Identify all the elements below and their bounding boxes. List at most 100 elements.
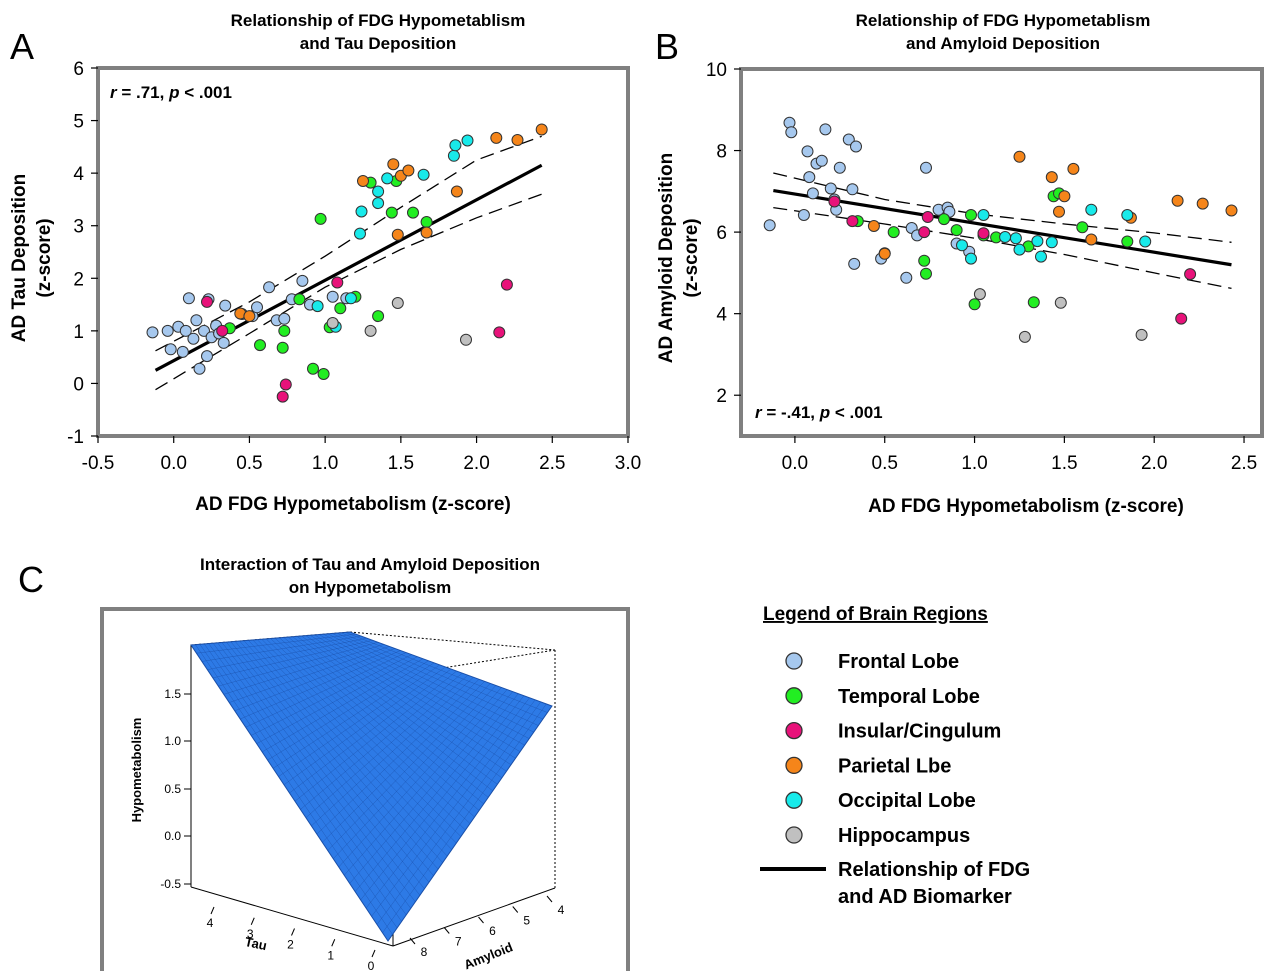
chart-b-point-parietal bbox=[1196, 197, 1209, 210]
chart-b-point-parietal bbox=[1058, 190, 1071, 203]
chart-b-point-parietal bbox=[1045, 171, 1058, 184]
chart-a-point-insular bbox=[201, 295, 213, 308]
chart-a-point-parietal bbox=[357, 175, 369, 187]
chart-a-point-temporal bbox=[334, 302, 347, 315]
chart-a-point-frontal bbox=[193, 362, 206, 375]
chart-a-point-frontal bbox=[219, 299, 232, 312]
chart-a-point-parietal bbox=[387, 158, 400, 171]
chart-b-point-temporal bbox=[887, 226, 900, 239]
chart-a-point-temporal bbox=[317, 368, 330, 380]
chart-b-point-frontal bbox=[819, 123, 832, 136]
chart-b-point-temporal bbox=[1121, 235, 1134, 248]
chart-c-mesh-line bbox=[341, 632, 543, 720]
chart-b-point-frontal bbox=[848, 257, 861, 270]
chart-a-point-temporal bbox=[293, 293, 306, 306]
chart-b-point-frontal bbox=[801, 145, 814, 158]
chart-b-point-frontal bbox=[785, 126, 798, 139]
chart-b-point-temporal bbox=[938, 213, 950, 226]
chart-c-tau-tick-mark bbox=[371, 949, 376, 958]
chart-c-tau-tick-mark bbox=[331, 939, 336, 947]
chart-a-point-parietal bbox=[391, 228, 404, 241]
chart-b-ytick-label: 2 bbox=[716, 386, 727, 407]
chart-c-mesh-line bbox=[360, 695, 525, 901]
chart-c-zlabel: Hypometabolism bbox=[129, 718, 144, 823]
chart-b-point-temporal bbox=[1027, 296, 1040, 309]
legend-swatch-insular bbox=[785, 721, 803, 740]
chart-b-ci-lower bbox=[773, 206, 1232, 290]
chart-b-point-parietal bbox=[1013, 150, 1026, 163]
chart-a-point-temporal bbox=[385, 206, 398, 219]
chart-c-ztick-label: -0.5 bbox=[160, 877, 181, 891]
chart-a-ytick-label: 4 bbox=[73, 164, 84, 185]
chart-c-tau-label: Tau bbox=[244, 934, 269, 953]
chart-a-point-frontal bbox=[146, 326, 159, 339]
chart-a-point-parietal bbox=[450, 185, 463, 198]
chart-c-amyloid-tick-mark bbox=[512, 906, 519, 913]
chart-b-point-parietal bbox=[1225, 204, 1238, 217]
chart-b-point-frontal bbox=[763, 219, 776, 232]
chart-a-point-temporal bbox=[372, 310, 385, 323]
chart-c-amyloid-tick-mark bbox=[478, 916, 484, 924]
chart-a-xtick-label: 2.5 bbox=[539, 453, 565, 474]
chart-b-ylabel-line1: AD Amyloid Deposition bbox=[656, 153, 677, 363]
chart-c-surface-fill bbox=[190, 631, 553, 942]
chart-c-amyloid-tick-label: 7 bbox=[455, 935, 462, 949]
chart-a-point-parietal bbox=[243, 310, 256, 323]
chart-a-point-occipital bbox=[311, 300, 324, 313]
chart-c-amyloid-tick-label: 5 bbox=[523, 914, 530, 928]
chart-b: 0.0 0.5 1.0 1.5 2.0 2.5 2 4 6 8 10 bbox=[706, 60, 1264, 474]
chart-c-surface: 1.5 1.0 0.5 0.0 -0.5 Hypometabolism 4 3 2 1 0 Tau 8 7… bbox=[100, 607, 630, 971]
chart-c-box-edge bbox=[392, 887, 556, 947]
chart-a-point-frontal bbox=[187, 332, 200, 345]
chart-a-point-insular bbox=[331, 276, 344, 289]
chart-c-mesh-line bbox=[382, 703, 547, 933]
chart-b-point-hippocampus bbox=[1054, 296, 1067, 309]
chart-a-xtick-label: 0.0 bbox=[161, 453, 187, 474]
chart-a-point-hippocampus bbox=[460, 333, 472, 346]
chart-b-xtick-label: 2.5 bbox=[1231, 453, 1257, 474]
chart-b-point-occipital bbox=[1139, 235, 1152, 248]
chart-c-tau-tick-label: 4 bbox=[207, 916, 214, 930]
chart-a-point-occipital bbox=[372, 185, 385, 198]
chart-a-ylabel-line1: AD Tau Deposition bbox=[9, 174, 30, 343]
chart-a-point-hippocampus bbox=[326, 317, 339, 329]
chart-b-point-parietal bbox=[1053, 205, 1065, 218]
chart-b-point-insular bbox=[918, 226, 931, 239]
chart-b-point-temporal bbox=[1076, 221, 1089, 234]
chart-b-point-frontal bbox=[803, 171, 816, 184]
chart-c-tau-tick-label: 2 bbox=[287, 938, 294, 952]
chart-a-point-temporal bbox=[307, 362, 319, 375]
chart-b-ylabel-line2: (z-score) bbox=[681, 218, 702, 297]
chart-b-stat-text: = -.41, bbox=[762, 403, 820, 422]
chart-a: -0.5 0.0 0.5 1.0 1.5 2.0 2.5 3.0 -1 0 1 2 3 4 5 6 bbox=[67, 59, 641, 474]
chart-a-xtick-label: 0.5 bbox=[236, 453, 262, 474]
chart-a-point-frontal bbox=[326, 290, 339, 303]
legend-label-parietal: Parietal Lbe bbox=[838, 755, 951, 777]
chart-b-point-frontal bbox=[842, 133, 855, 146]
chart-a-point-frontal bbox=[164, 343, 177, 356]
chart-b-point-insular bbox=[1175, 312, 1188, 325]
chart-c-amyloid-tick-label: 6 bbox=[489, 924, 496, 938]
legend-line-label-2: and AD Biomarker bbox=[838, 886, 1012, 908]
chart-b-point-occipital bbox=[1009, 232, 1022, 245]
chart-a-point-insular bbox=[216, 324, 229, 337]
chart-a-point-occipital bbox=[354, 227, 366, 240]
chart-a-frame bbox=[96, 66, 630, 438]
chart-a-point-temporal bbox=[254, 339, 266, 352]
chart-a-point-parietal bbox=[420, 226, 433, 239]
chart-a-point-occipital bbox=[417, 168, 430, 181]
legend-swatch-occipital bbox=[785, 791, 803, 809]
chart-a-ci-upper bbox=[155, 135, 542, 352]
chart-a-point-occipital bbox=[344, 292, 357, 305]
chart-a-point-temporal bbox=[276, 341, 289, 354]
chart-c-mesh-line bbox=[345, 632, 548, 713]
chart-a-annotation: r = .71, p < .001 bbox=[110, 83, 232, 102]
chart-a-point-occipital bbox=[461, 134, 474, 147]
chart-c-mesh-line bbox=[371, 699, 536, 917]
chart-c-mesh-line bbox=[332, 633, 534, 733]
chart-b-xlabel: AD FDG Hypometabolism (z-score) bbox=[868, 496, 1184, 517]
chart-b-point-parietal bbox=[878, 247, 891, 260]
chart-a-point-frontal bbox=[251, 301, 263, 314]
chart-b-point-occipital bbox=[1035, 250, 1047, 263]
chart-b-ytick-label: 4 bbox=[716, 305, 727, 326]
